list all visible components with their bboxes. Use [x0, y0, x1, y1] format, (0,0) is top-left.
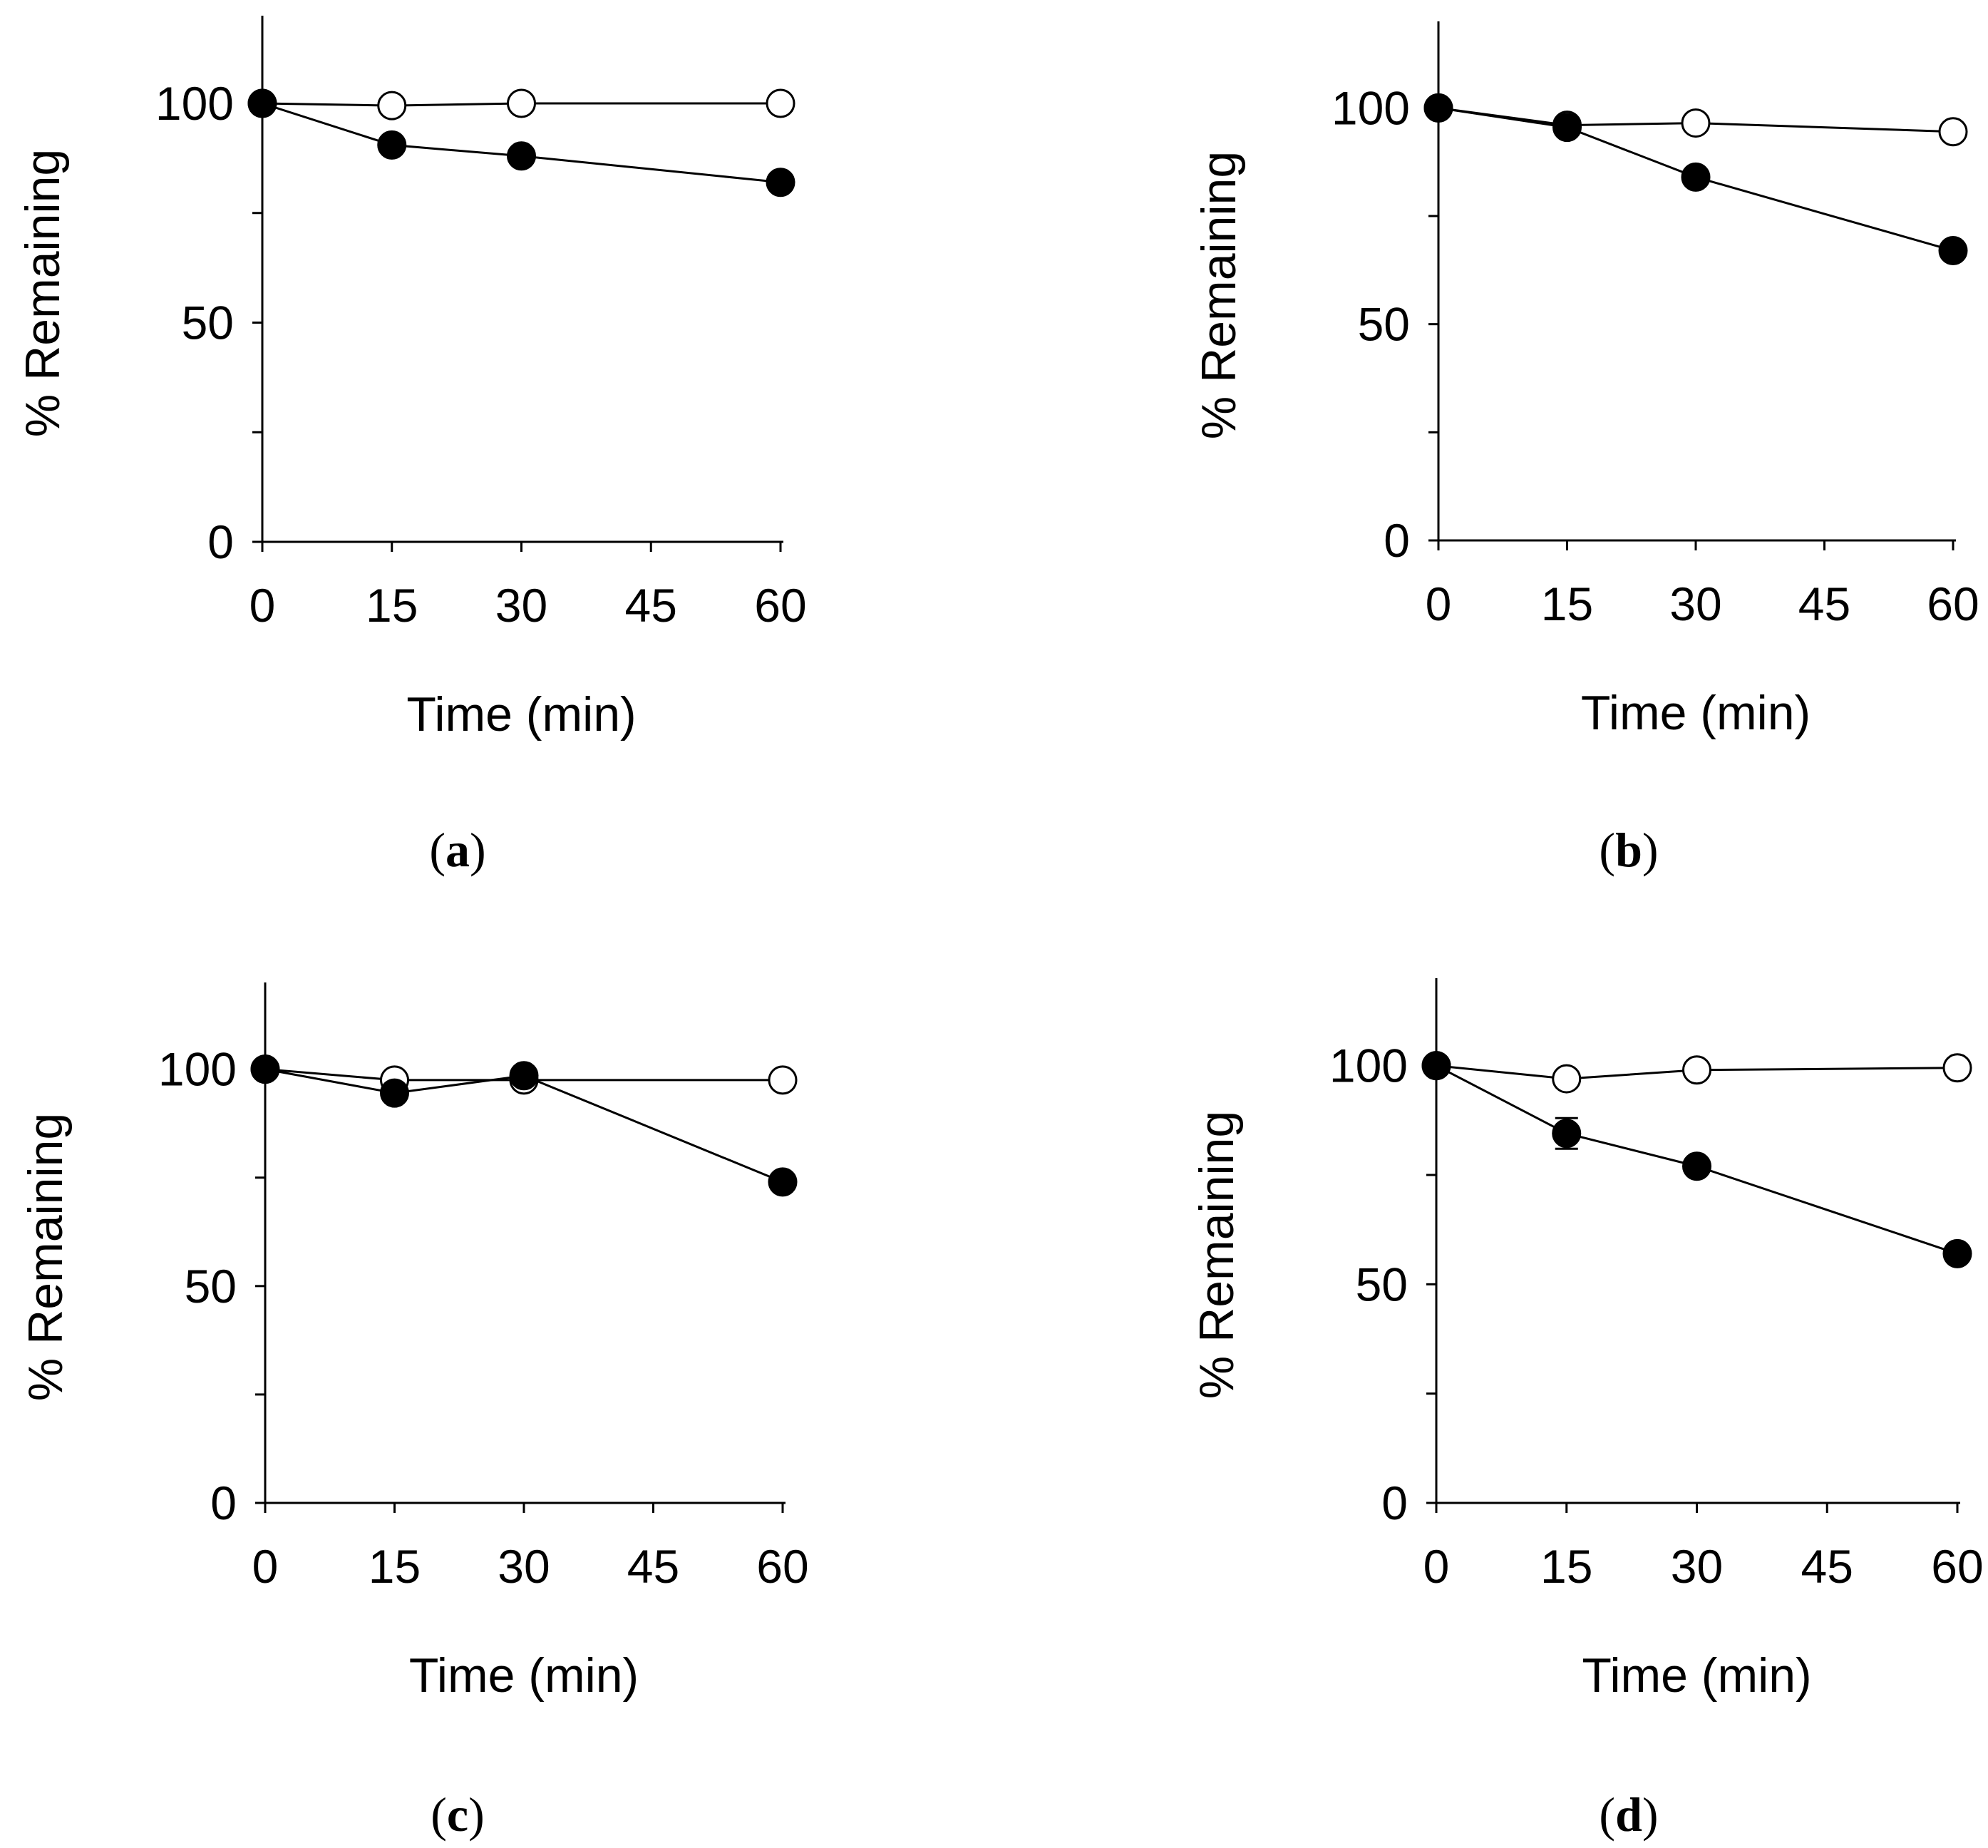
- x-tick-label: 30: [1671, 1540, 1723, 1593]
- x-tick-label: 30: [498, 1540, 550, 1593]
- y-axis-title: % Remaining: [16, 149, 70, 437]
- x-tick-label: 45: [625, 579, 677, 632]
- filled-circle-point: [1681, 162, 1711, 192]
- y-tick-label: 50: [182, 297, 234, 349]
- series-line-open-circle: [264, 1068, 783, 1082]
- filled-circle-point: [1938, 236, 1968, 266]
- y-tick-label: 100: [1332, 81, 1410, 134]
- x-axis-title: Time (min): [409, 1648, 639, 1703]
- series-line-open-circle: [1436, 1064, 1958, 1080]
- y-tick-label: 0: [1384, 514, 1410, 567]
- x-tick-label: 0: [249, 579, 276, 632]
- panel-caption: (b): [1599, 823, 1658, 877]
- series-line-filled-circle: [1436, 1064, 1958, 1255]
- filled-circle-point: [377, 130, 407, 160]
- x-tick-label: 60: [1927, 578, 1979, 630]
- open-circle-point: [768, 1065, 798, 1095]
- open-circle-point: [1552, 1064, 1582, 1094]
- panel-caption: (c): [431, 1787, 485, 1842]
- x-tick-label: 45: [627, 1540, 679, 1593]
- x-tick-label: 45: [1801, 1540, 1853, 1593]
- x-tick-label: 60: [754, 579, 806, 632]
- caption-letter: c: [447, 1787, 468, 1842]
- x-tick-label: 60: [756, 1540, 808, 1593]
- caption-close: ): [468, 1787, 485, 1842]
- filled-circle-point: [1942, 1238, 1972, 1268]
- caption-open: (: [1599, 823, 1615, 877]
- caption-close: ): [470, 823, 486, 877]
- x-tick-label: 15: [1541, 578, 1593, 630]
- caption-open: (: [431, 1787, 447, 1842]
- open-circle-point: [1942, 1053, 1972, 1083]
- series-line-filled-circle: [1438, 106, 1954, 252]
- x-tick-label: 30: [495, 579, 547, 632]
- filled-circle-point: [507, 141, 536, 171]
- filled-circle-point: [1423, 93, 1453, 123]
- chart-panel-c: 0 50 100 0 15 30 45 60 Time (min) % Remaining (c): [19, 982, 809, 1842]
- x-tick-label: 15: [369, 1540, 421, 1593]
- y-tick-label: 0: [207, 515, 234, 568]
- filled-circle-point: [247, 88, 277, 118]
- open-circle-point: [507, 88, 536, 118]
- open-circle-point: [377, 91, 407, 120]
- x-tick-label: 60: [1931, 1540, 1983, 1593]
- filled-circle-point: [380, 1078, 409, 1108]
- y-tick-label: 100: [1329, 1040, 1408, 1092]
- chart-panel-a: 0 50 100 0 15 30 45 60 Time (min) % Remaining (a): [16, 16, 807, 877]
- open-circle-point: [766, 88, 795, 118]
- caption-letter: b: [1615, 823, 1642, 877]
- y-tick-label: 0: [1381, 1477, 1408, 1529]
- open-circle-point: [1682, 1055, 1711, 1085]
- filled-circle-point: [766, 168, 795, 197]
- x-axis-title: Time (min): [1582, 1648, 1811, 1703]
- panel-caption: (d): [1599, 1787, 1658, 1842]
- filled-circle-point: [1552, 1119, 1582, 1149]
- y-tick-label: 50: [185, 1260, 237, 1313]
- x-axis-title: Time (min): [406, 687, 636, 741]
- x-tick-label: 0: [1423, 1540, 1450, 1593]
- x-tick-label: 15: [1540, 1540, 1592, 1593]
- x-axis-title: Time (min): [1581, 686, 1811, 740]
- caption-close: ): [1642, 823, 1659, 877]
- chart-panel-d: 0 50 100 0 15 30 45 60 Time (min) % Remaining (d): [1190, 978, 1984, 1842]
- y-tick-label: 100: [158, 1043, 237, 1096]
- x-tick-label: 15: [366, 579, 418, 632]
- filled-circle-point: [1552, 113, 1582, 143]
- open-circle-point: [1938, 117, 1968, 147]
- caption-letter: a: [446, 823, 470, 877]
- open-circle-point: [1681, 108, 1711, 138]
- panel-caption: (a): [429, 823, 485, 877]
- series-line-filled-circle: [262, 102, 781, 184]
- x-tick-label: 0: [1426, 578, 1452, 630]
- caption-open: (: [429, 823, 446, 877]
- caption-letter: d: [1615, 1787, 1642, 1842]
- y-tick-label: 0: [210, 1477, 237, 1529]
- filled-circle-point: [509, 1061, 539, 1091]
- chart-panel-b: 0 50 100 0 15 30 45 60 Time (min) % Remaining (b): [1192, 21, 1979, 877]
- y-axis-title: % Remaining: [1190, 1111, 1244, 1399]
- filled-circle-point: [768, 1167, 798, 1197]
- y-axis-title: % Remaining: [19, 1113, 73, 1401]
- series-line-filled-circle: [264, 1068, 783, 1184]
- caption-close: ): [1642, 1787, 1659, 1842]
- x-tick-label: 45: [1798, 578, 1850, 630]
- filled-circle-point: [1682, 1151, 1711, 1181]
- filled-circle-point: [1421, 1051, 1451, 1081]
- y-axis-title: % Remaining: [1192, 151, 1246, 439]
- y-tick-label: 100: [155, 77, 234, 130]
- x-tick-label: 0: [252, 1540, 279, 1593]
- filled-circle-point: [250, 1054, 280, 1084]
- caption-open: (: [1599, 1787, 1615, 1842]
- y-tick-label: 50: [1356, 1258, 1408, 1310]
- y-tick-label: 50: [1358, 298, 1410, 351]
- series-line-open-circle: [262, 102, 781, 107]
- x-tick-label: 30: [1669, 578, 1721, 630]
